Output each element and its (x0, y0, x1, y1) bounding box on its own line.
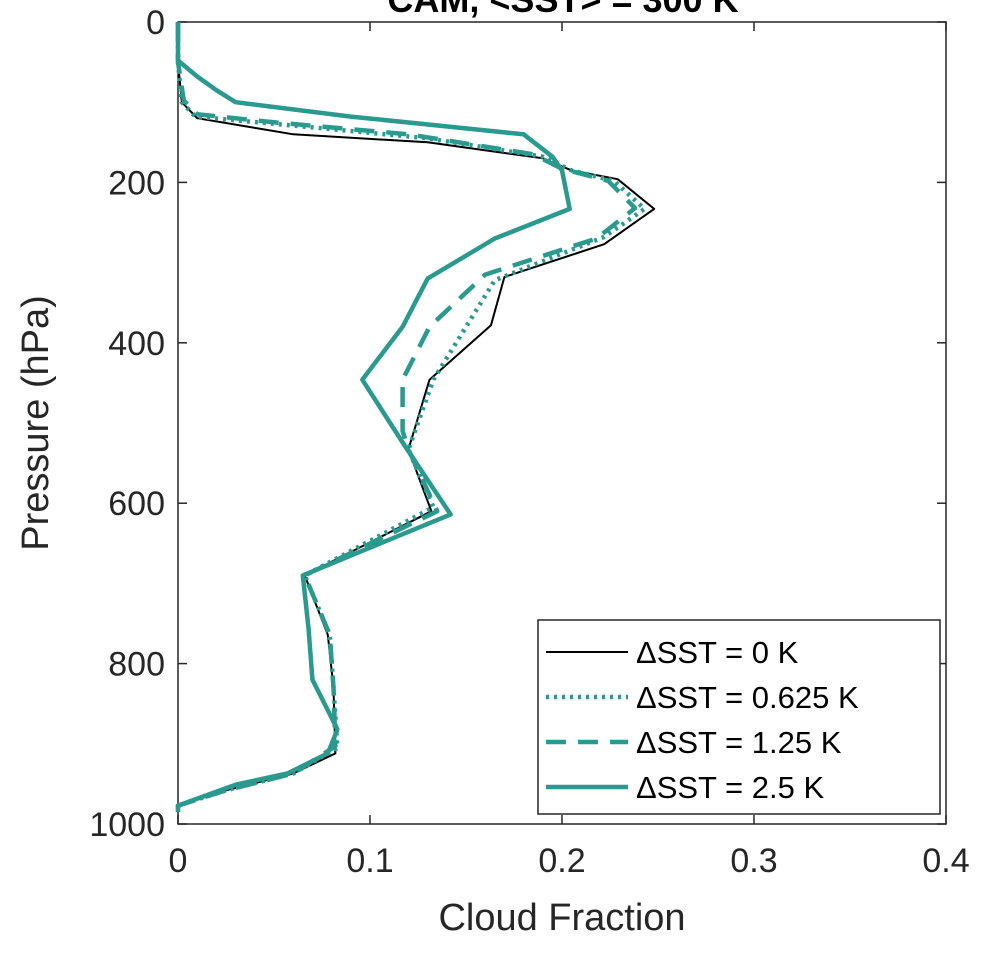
series-layer (175, 22, 656, 812)
y-tick-label: 600 (108, 485, 165, 523)
axis-ticks: 0 0.1 0.2 0.3 0.4 0 200 400 600 800 1000 (89, 4, 969, 880)
y-tick-label: 800 (108, 646, 165, 684)
x-tick-label: 0 (169, 842, 188, 880)
y-axis-label: Pressure (hPa) (15, 295, 57, 551)
series-line-1 (177, 22, 656, 812)
legend-label-1: ΔSST = 0 K (636, 635, 799, 670)
x-tick-label: 0.1 (346, 842, 393, 880)
chart-title: CAM, <SST> = 300 K (387, 0, 738, 20)
y-tick-label: 1000 (89, 806, 165, 844)
x-tick-label: 0.2 (538, 842, 585, 880)
x-axis-label: Cloud Fraction (438, 897, 685, 939)
y-tick-label: 200 (108, 164, 165, 202)
legend-label-3: ΔSST = 1.25 K (636, 725, 842, 760)
x-tick-label: 0.3 (730, 842, 777, 880)
y-tick-label: 0 (146, 4, 165, 42)
x-tick-label: 0.4 (922, 842, 969, 880)
legend-label-2: ΔSST = 0.625 K (636, 680, 859, 715)
legend: ΔSST = 0 K ΔSST = 0.625 K ΔSST = 1.25 K ΔSS… (537, 619, 941, 815)
series-line-4 (175, 22, 572, 812)
legend-label-4: ΔSST = 2.5 K (636, 770, 824, 805)
y-tick-label: 400 (108, 325, 165, 363)
series-line-3 (175, 22, 638, 812)
